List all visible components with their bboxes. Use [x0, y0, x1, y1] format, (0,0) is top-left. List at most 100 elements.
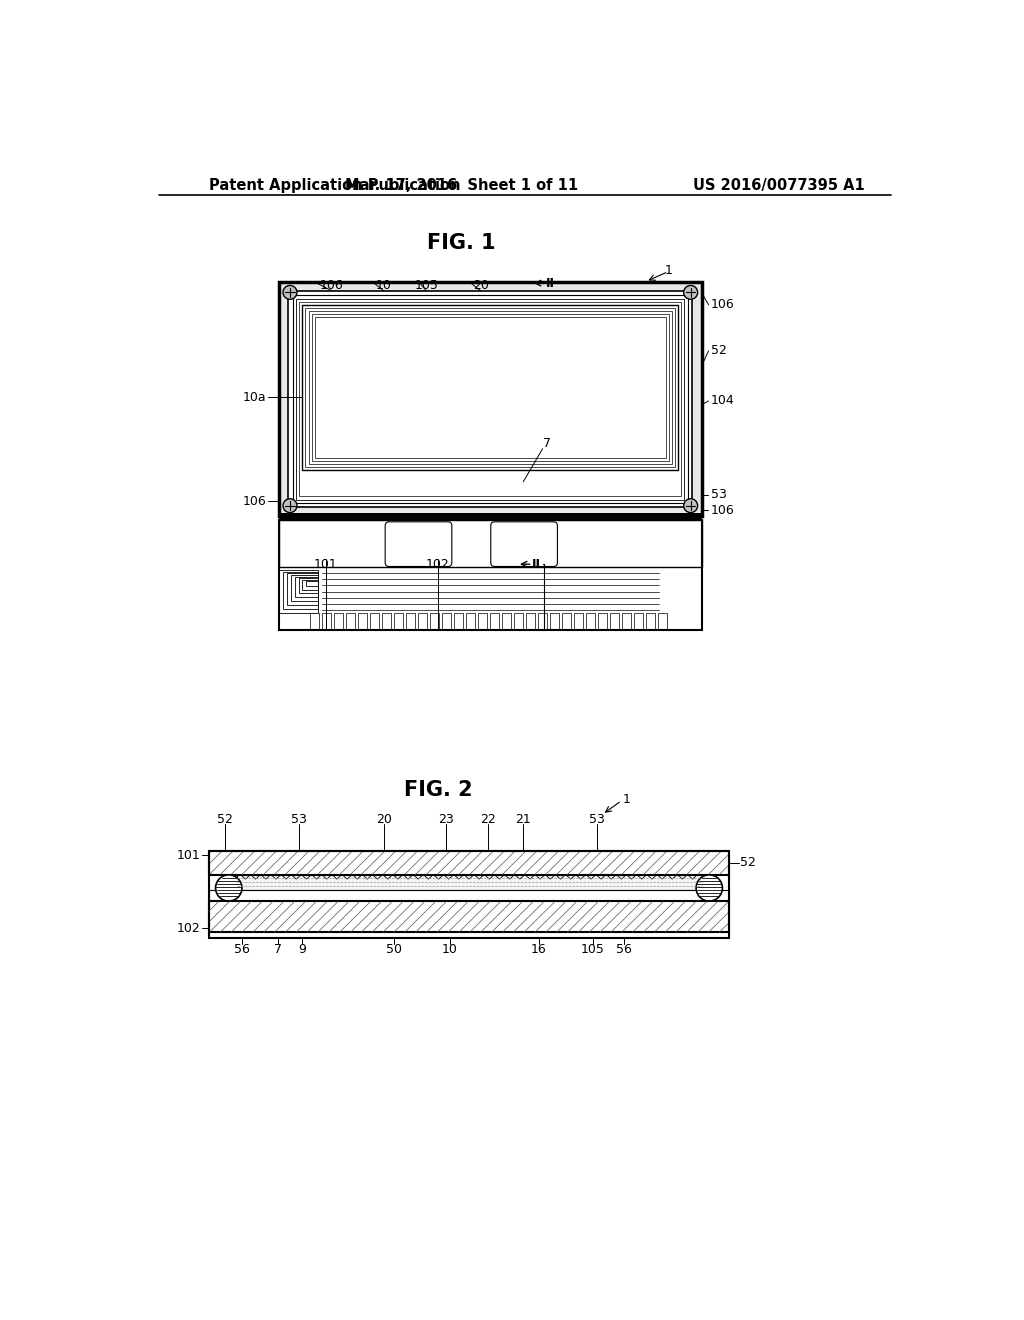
Bar — [658, 612, 668, 631]
Text: 7: 7 — [273, 942, 282, 956]
Text: 9: 9 — [298, 942, 306, 956]
Bar — [311, 314, 669, 461]
Bar — [302, 305, 678, 470]
Bar — [442, 612, 452, 631]
Text: 106: 106 — [319, 279, 344, 292]
Bar — [514, 612, 523, 631]
FancyBboxPatch shape — [490, 521, 557, 566]
Bar — [586, 902, 592, 907]
Bar — [381, 902, 387, 907]
Bar — [237, 875, 701, 890]
Bar — [306, 581, 317, 586]
Bar — [478, 612, 487, 631]
Text: 105: 105 — [415, 279, 438, 292]
FancyBboxPatch shape — [385, 521, 452, 566]
Circle shape — [684, 285, 697, 300]
Bar — [632, 902, 638, 907]
Circle shape — [216, 875, 242, 902]
Bar — [548, 902, 555, 907]
Bar — [445, 902, 453, 907]
Bar — [436, 902, 443, 907]
Bar — [280, 570, 317, 612]
Text: 52: 52 — [711, 345, 727, 358]
Text: 56: 56 — [234, 942, 250, 956]
Bar — [308, 312, 672, 465]
Bar — [288, 902, 294, 907]
Bar — [659, 902, 667, 907]
Bar — [526, 612, 536, 631]
Text: 101: 101 — [313, 557, 338, 570]
Bar — [372, 902, 378, 907]
Bar — [464, 902, 471, 907]
Text: 50: 50 — [386, 942, 401, 956]
Text: 53: 53 — [589, 813, 605, 825]
Text: II: II — [546, 277, 555, 289]
Bar — [323, 612, 331, 631]
Bar — [418, 902, 424, 907]
Bar — [598, 612, 607, 631]
Bar — [241, 902, 248, 907]
Bar — [390, 902, 396, 907]
Bar — [474, 902, 480, 907]
Text: 104: 104 — [711, 395, 734, 408]
Bar — [587, 612, 595, 631]
Bar — [209, 902, 729, 932]
Bar — [314, 317, 666, 458]
Bar — [490, 612, 500, 631]
Bar — [295, 577, 317, 598]
Bar — [520, 902, 526, 907]
Bar — [251, 902, 257, 907]
Text: 20: 20 — [473, 279, 488, 292]
Bar — [299, 302, 681, 496]
Text: 52: 52 — [217, 813, 232, 825]
Text: FIG. 1: FIG. 1 — [427, 234, 496, 253]
Bar — [574, 612, 584, 631]
Bar — [287, 573, 317, 605]
Bar — [310, 612, 319, 631]
Bar — [511, 902, 517, 907]
Bar — [613, 902, 620, 907]
Text: 22: 22 — [480, 813, 497, 825]
Bar — [610, 612, 620, 631]
Bar — [529, 902, 536, 907]
Bar — [280, 520, 701, 566]
Bar — [297, 902, 303, 907]
Bar — [305, 308, 675, 467]
Bar — [707, 902, 713, 907]
Bar — [296, 298, 684, 499]
Bar — [455, 902, 462, 907]
Bar — [539, 902, 545, 907]
Bar — [407, 612, 416, 631]
Bar — [279, 902, 285, 907]
Bar — [455, 612, 463, 631]
Bar — [483, 902, 489, 907]
Bar — [306, 902, 312, 907]
Bar — [325, 902, 332, 907]
Bar — [493, 902, 499, 907]
Bar — [260, 902, 266, 907]
Bar — [650, 902, 656, 907]
Text: 10: 10 — [441, 942, 458, 956]
Bar — [575, 902, 583, 907]
Bar — [716, 902, 722, 907]
Bar — [635, 612, 643, 631]
Bar — [362, 902, 369, 907]
Text: 106: 106 — [243, 495, 266, 508]
Text: II: II — [531, 557, 541, 570]
Bar — [646, 612, 655, 631]
Bar — [623, 902, 629, 907]
Text: Patent Application Publication: Patent Application Publication — [209, 178, 461, 193]
Bar — [315, 902, 323, 907]
Bar — [550, 612, 559, 631]
Circle shape — [283, 499, 297, 512]
Bar — [346, 612, 355, 631]
Bar — [293, 296, 687, 503]
Text: 56: 56 — [616, 942, 632, 956]
Circle shape — [283, 285, 297, 300]
Bar — [562, 612, 571, 631]
Bar — [678, 902, 685, 907]
Bar — [382, 612, 391, 631]
Bar — [289, 290, 692, 507]
Text: 10: 10 — [376, 279, 392, 292]
Text: 101: 101 — [176, 849, 200, 862]
